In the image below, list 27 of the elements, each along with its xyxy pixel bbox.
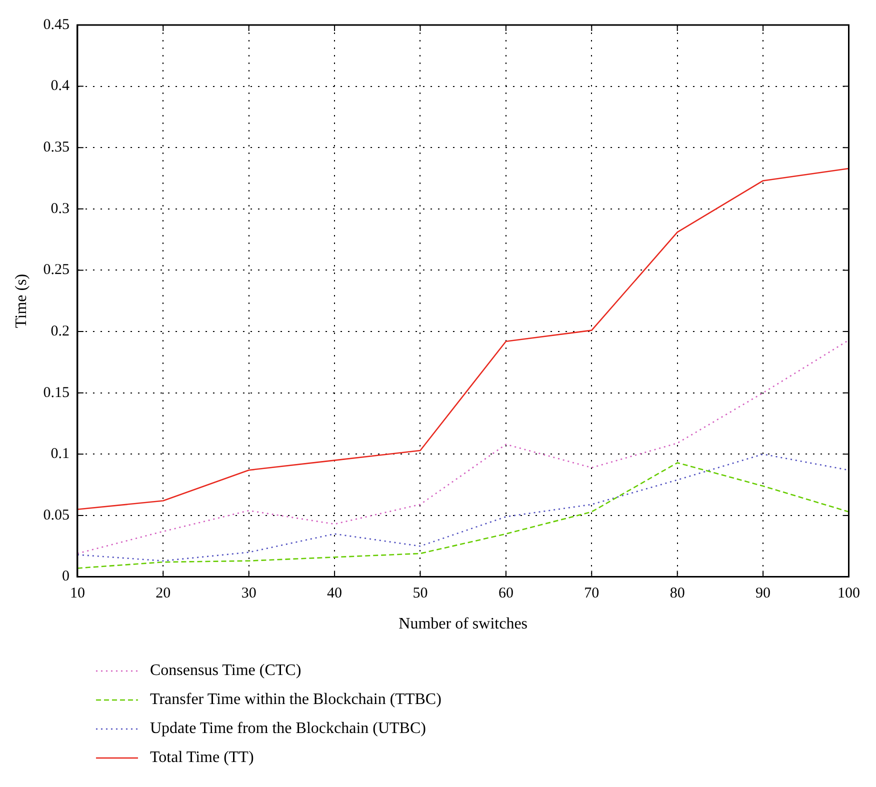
y-tick-label: 0.35 xyxy=(43,140,70,156)
x-axis-title: Number of switches xyxy=(398,616,528,633)
x-tick-label: 30 xyxy=(241,586,256,602)
y-tick-label: 0.25 xyxy=(43,262,70,278)
y-tick-label: 0.2 xyxy=(50,323,70,340)
x-tick-label: 90 xyxy=(756,586,771,602)
y-tick-label: 0.05 xyxy=(43,507,70,524)
line-series xyxy=(77,339,849,554)
y-tick-label: 0 xyxy=(62,568,70,585)
legend-label: Transfer Time within the Blockchain (TTBC) xyxy=(150,690,442,708)
x-tick-label: 80 xyxy=(670,586,685,602)
x-tick-label: 100 xyxy=(838,586,860,602)
y-tick-label: 0.4 xyxy=(50,78,70,94)
x-tick-label: 10 xyxy=(70,586,85,602)
y-tick-label: 0.45 xyxy=(43,16,70,33)
y-axis-title: Time (s) xyxy=(12,274,30,328)
x-tick-label: 70 xyxy=(584,586,600,602)
y-tick-label: 0.15 xyxy=(43,384,70,401)
x-tick-label: 50 xyxy=(412,586,428,602)
y-tick-label: 0.3 xyxy=(50,200,70,217)
x-tick-label: 20 xyxy=(156,586,171,602)
x-tick-label: 40 xyxy=(327,586,342,602)
x-tick-label: 60 xyxy=(498,586,514,602)
y-tick-label: 0.1 xyxy=(50,446,70,462)
legend-label: Update Time from the Blockchain (UTBC) xyxy=(150,720,426,738)
legend-label: Total Time (TT) xyxy=(150,748,254,766)
legend-label: Consensus Time (CTC) xyxy=(150,662,302,680)
